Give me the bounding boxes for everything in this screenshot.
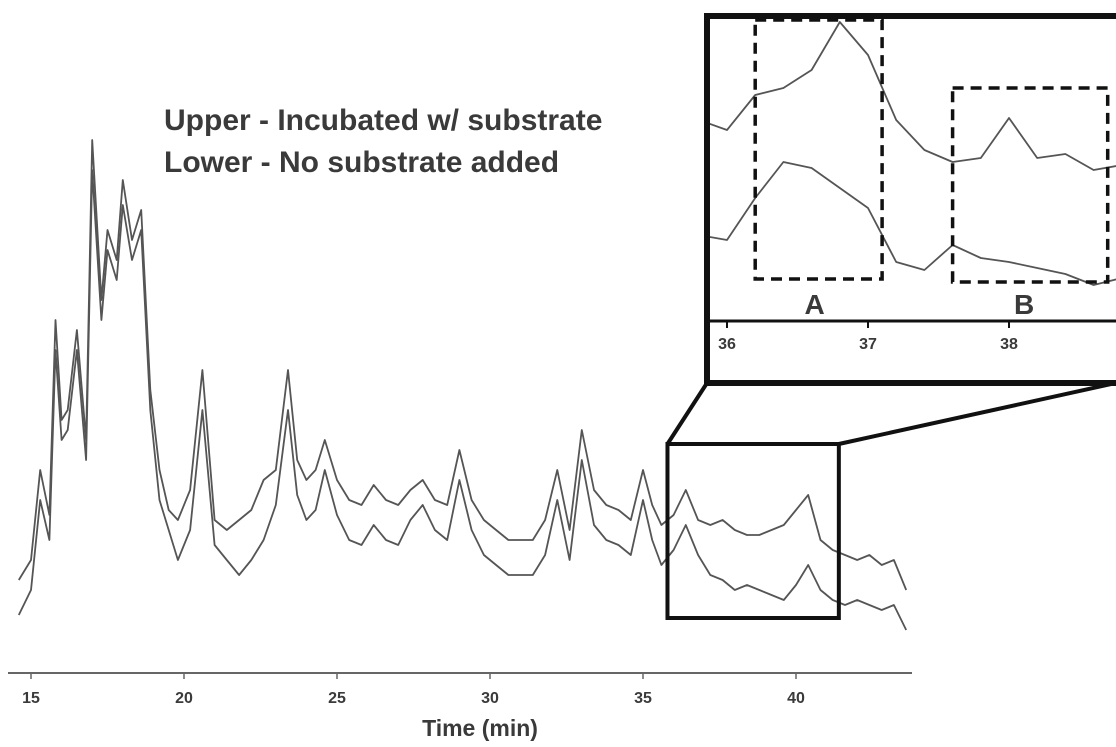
highlight-box-a [753,18,884,281]
x-tick-label: 15 [22,690,40,707]
connector-left [665,381,709,446]
x-tick-label: 40 [787,690,805,707]
trace-lower [17,169,908,631]
x-tick-label: 30 [481,690,499,707]
x-axis-ticks: 15 20 25 30 35 40 [22,673,805,707]
inset-chart: AB 3637383940 [704,13,1116,386]
inset-x-axis-ticks: 3637383940 [718,321,1018,353]
x-tick-label: 35 [634,690,652,707]
zoom-region [665,381,1116,620]
zoom-box [665,442,841,620]
highlight-box-b [950,86,1110,284]
x-tick-label: 25 [328,690,346,707]
inset-tick-label: 36 [718,336,736,353]
legend-upper: Upper - Incubated w/ substrate [164,104,603,137]
legend-lower: Lower - No substrate added [164,146,560,179]
inset-tick-label: 37 [859,336,877,353]
inset-background [707,16,1116,383]
inset-frame [704,13,1116,386]
annotation-a: A [805,289,825,320]
trace-upper [18,139,908,591]
inset-traces [710,21,1116,286]
x-tick-label: 20 [175,690,193,707]
inset-tick-label: 38 [1000,336,1018,353]
connector-right [838,381,1116,446]
inset-trace-lower [710,161,1116,286]
x-axis-label: Time (min) [422,715,538,741]
inset-trace-upper [710,21,1116,171]
main-traces [17,139,908,631]
annotation-b: B [1014,289,1034,320]
